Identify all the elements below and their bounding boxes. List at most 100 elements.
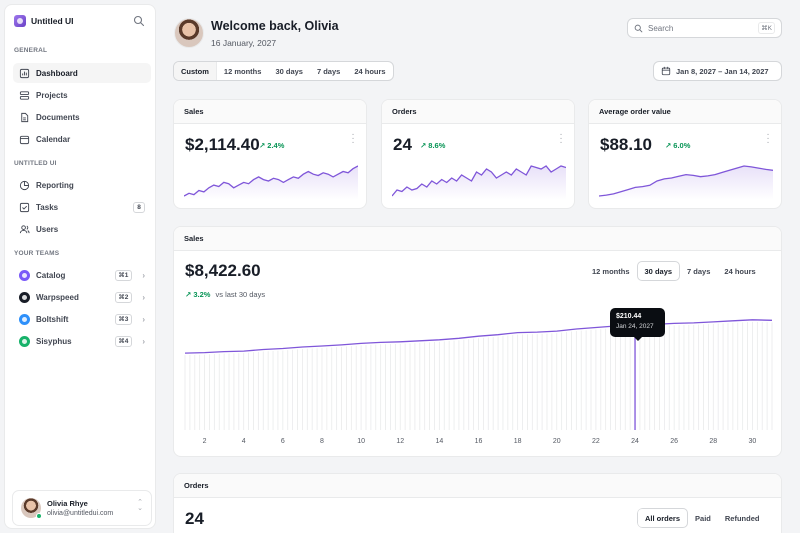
search-input[interactable]: Search ⌘K bbox=[627, 18, 782, 38]
pie-chart-icon bbox=[19, 180, 30, 190]
x-tick-label: 20 bbox=[553, 438, 561, 445]
header-avatar bbox=[174, 18, 204, 48]
bar-chart-icon bbox=[19, 68, 30, 78]
kpi-change: ↗ 6.0% bbox=[665, 141, 690, 150]
x-tick-label: 10 bbox=[357, 438, 365, 445]
sidebar-item-users[interactable]: Users bbox=[13, 219, 151, 239]
sparkline-area bbox=[599, 166, 773, 200]
current-date: 16 January, 2027 bbox=[211, 38, 277, 48]
user-menu[interactable]: Olivia Rhye olivia@untitledui.com ⌃ ⌄ bbox=[12, 490, 152, 526]
sales-tab-1[interactable]: 30 days bbox=[636, 261, 681, 281]
sales-tab-3[interactable]: 24 hours bbox=[724, 266, 756, 276]
sidebar-item-calendar[interactable]: Calendar bbox=[13, 129, 151, 149]
x-tick-label: 12 bbox=[396, 438, 404, 445]
sparkline-area bbox=[184, 166, 358, 200]
kpi-title: Average order value bbox=[589, 100, 781, 124]
file-icon bbox=[21, 112, 29, 122]
sales-tab-0[interactable]: 12 months bbox=[592, 266, 630, 276]
sidebar-item-dashboard[interactable]: Dashboard bbox=[13, 63, 151, 83]
search-icon[interactable] bbox=[133, 15, 145, 27]
sidebar-item-documents[interactable]: Documents bbox=[13, 107, 151, 127]
sidebar-item-sisyphus[interactable]: Sisyphus ⌘4 › bbox=[13, 331, 151, 351]
shortcut-badge: ⌘3 bbox=[114, 313, 133, 325]
team-logo-icon bbox=[19, 335, 30, 347]
sales-total: $8,422.60 bbox=[185, 261, 261, 280]
sidebar-item-tasks[interactable]: Tasks 8 bbox=[13, 197, 151, 217]
search-shortcut: ⌘K bbox=[758, 22, 775, 34]
date-range-picker[interactable]: Jan 8, 2027 – Jan 14, 2027 bbox=[653, 61, 782, 81]
sparkline-series bbox=[392, 165, 566, 197]
chevron-right-icon[interactable]: › bbox=[142, 292, 145, 302]
x-tick-label: 18 bbox=[514, 438, 522, 445]
x-tick-label: 16 bbox=[475, 438, 483, 445]
sales-period-tabs: 12 months 30 days 7 days 24 hours bbox=[585, 261, 763, 281]
calendar-icon bbox=[19, 135, 30, 144]
sidebar-item-label: Sisyphus bbox=[36, 336, 72, 346]
online-status-dot bbox=[36, 513, 42, 519]
shortcut-badge: ⌘4 bbox=[114, 335, 133, 347]
orders-tab-2[interactable]: Refunded bbox=[724, 513, 760, 523]
period-tab-0[interactable]: Custom bbox=[174, 62, 217, 80]
more-vertical-icon[interactable]: · · · bbox=[559, 129, 563, 148]
users-icon bbox=[19, 224, 30, 233]
sidebar-item-label: Reporting bbox=[36, 180, 74, 190]
period-tab-3[interactable]: 7 days bbox=[316, 66, 341, 76]
kpi-card: Orders 24 ↗ 8.6% · · · bbox=[381, 99, 575, 209]
brand[interactable]: Untitled UI bbox=[14, 15, 74, 27]
sales-change-value: 3.2% bbox=[193, 290, 211, 299]
avatar bbox=[21, 498, 42, 519]
orders-tab-1[interactable]: Paid bbox=[695, 513, 711, 523]
kpi-value: 24 bbox=[393, 135, 412, 154]
trend-up-icon: ↗ bbox=[420, 141, 427, 150]
kpi-change: ↗ 2.4% bbox=[259, 141, 284, 150]
sidebar-item-projects[interactable]: Projects bbox=[13, 85, 151, 105]
kpi-title: Orders bbox=[382, 100, 574, 124]
calendar-icon bbox=[661, 66, 671, 76]
orders-panel: Orders 24 All orders Paid Refunded bbox=[173, 473, 782, 533]
sidebar-item-label: Tasks bbox=[36, 202, 59, 212]
chevron-right-icon[interactable]: › bbox=[142, 314, 145, 324]
sales-panel: Sales $8,422.60 ↗ 3.2% vs last 30 days 1… bbox=[173, 226, 782, 457]
chevron-right-icon[interactable]: › bbox=[142, 336, 145, 346]
sidebar-item-label: Catalog bbox=[36, 270, 66, 280]
period-tab-1[interactable]: 12 months bbox=[223, 66, 262, 76]
orders-tab-0[interactable]: All orders bbox=[637, 508, 689, 528]
chevron-right-icon[interactable]: › bbox=[142, 270, 145, 280]
x-tick-label: 4 bbox=[242, 438, 246, 445]
kpi-value: $88.10 bbox=[600, 135, 652, 154]
sidebar-item-boltshift[interactable]: Boltshift ⌘3 › bbox=[13, 309, 151, 329]
sidebar-item-reporting[interactable]: Reporting bbox=[13, 175, 151, 195]
sidebar-item-catalog[interactable]: Catalog ⌘1 › bbox=[13, 265, 151, 285]
kpi-sparkline bbox=[392, 165, 566, 200]
x-tick-label: 28 bbox=[709, 438, 717, 445]
x-tick-label: 6 bbox=[281, 438, 285, 445]
section-general: GENERAL bbox=[14, 47, 48, 54]
more-vertical-icon[interactable]: · · · bbox=[351, 129, 355, 148]
x-tick-label: 30 bbox=[749, 438, 757, 445]
more-vertical-icon[interactable]: · · · bbox=[766, 129, 770, 148]
trend-up-icon: ↗ bbox=[665, 141, 672, 150]
sidebar-item-warpspeed[interactable]: Warpspeed ⌘2 › bbox=[13, 287, 151, 307]
search-placeholder: Search bbox=[648, 23, 674, 33]
sales-tab-2[interactable]: 7 days bbox=[687, 266, 711, 276]
sales-panel-title: Sales bbox=[174, 227, 781, 251]
kpi-change-value: 2.4% bbox=[267, 141, 285, 150]
logo-icon bbox=[14, 15, 26, 27]
sales-change-note: vs last 30 days bbox=[215, 290, 266, 299]
brand-name: Untitled UI bbox=[31, 16, 74, 26]
period-tab-2[interactable]: 30 days bbox=[275, 66, 303, 76]
check-square-icon bbox=[19, 202, 30, 212]
orders-panel-title: Orders bbox=[174, 474, 781, 498]
period-filter: Custom 12 months 30 days 7 days 24 hours bbox=[173, 61, 394, 81]
chevron-selector-icon[interactable]: ⌃ ⌄ bbox=[137, 499, 143, 512]
user-email: olivia@untitledui.com bbox=[47, 510, 114, 517]
sales-series-line bbox=[184, 319, 773, 354]
sidebar-item-label: Warpspeed bbox=[36, 292, 79, 302]
kpi-card: Sales $2,114.40 ↗ 2.4% · · · bbox=[173, 99, 367, 209]
page-title: Welcome back, Olivia bbox=[211, 19, 339, 33]
sidebar-item-label: Dashboard bbox=[36, 68, 78, 78]
sales-line-chart[interactable]: 2 4 6 8 10 12 14 16 18 20 22 24 26 28 30 bbox=[174, 227, 782, 457]
orders-total: 24 bbox=[185, 509, 204, 528]
x-tick-label: 14 bbox=[435, 438, 443, 445]
period-tab-4[interactable]: 24 hours bbox=[354, 66, 386, 76]
